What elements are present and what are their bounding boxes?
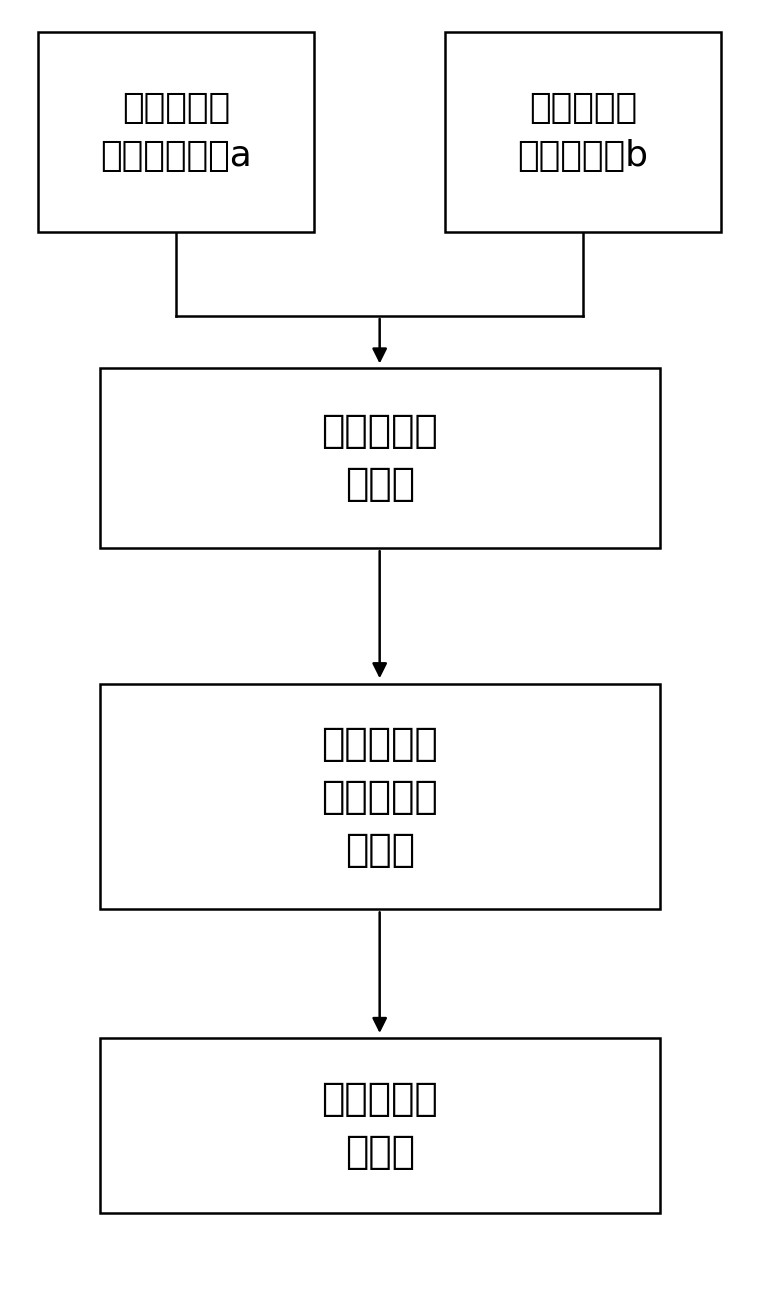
Text: 数据管理器
１－２: 数据管理器 １－２ xyxy=(321,413,438,503)
Bar xyxy=(100,1038,660,1213)
Bar xyxy=(38,32,314,232)
Bar xyxy=(445,32,721,232)
Text: 电厂实时运
行参数１－１a: 电厂实时运 行参数１－１a xyxy=(100,92,252,173)
Text: 遗传退火算
法计算模块
１－３: 遗传退火算 法计算模块 １－３ xyxy=(321,725,438,868)
Text: 切换判断値
１－４: 切换判断値 １－４ xyxy=(321,1080,438,1171)
Bar xyxy=(100,684,660,909)
Text: 风机及机组
参数１－１b: 风机及机组 参数１－１b xyxy=(518,92,648,173)
Bar xyxy=(100,368,660,548)
